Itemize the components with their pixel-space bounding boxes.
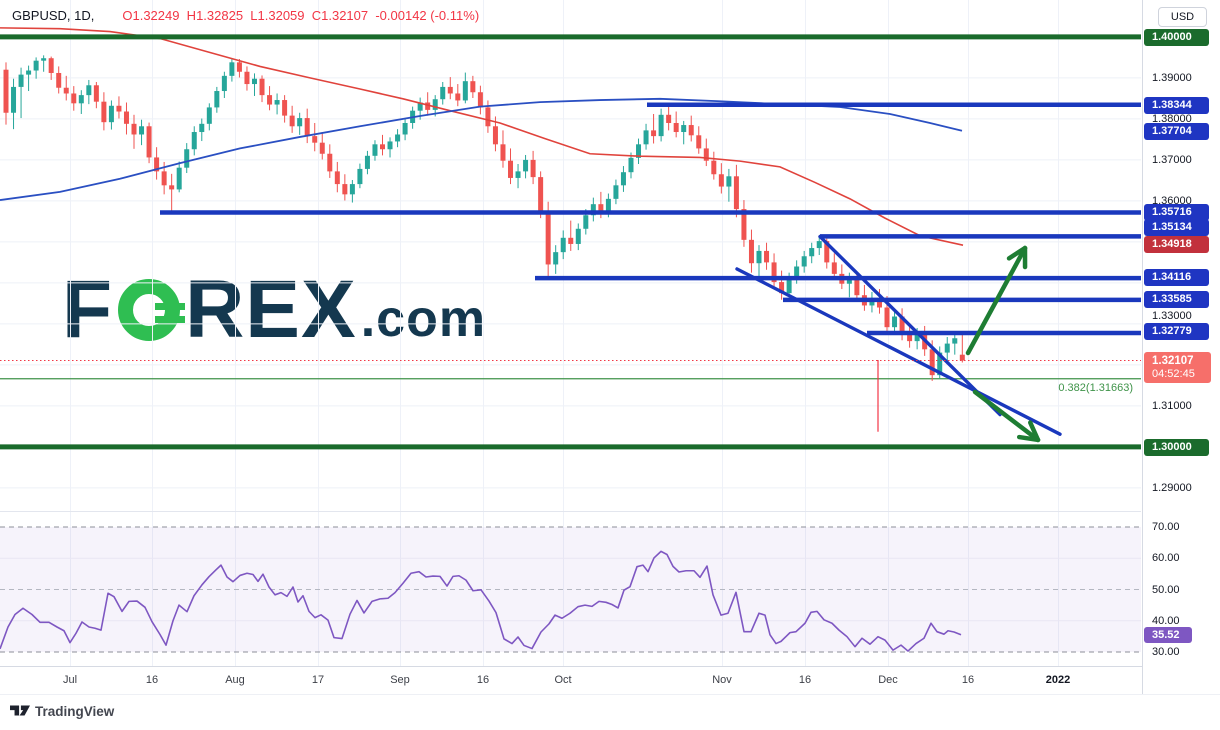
attribution-bar: TradingView [10, 703, 114, 719]
rsi-pane [0, 526, 1141, 653]
time-tick-label: 16 [145, 674, 159, 686]
watermark-letters-rex: REX [185, 264, 357, 355]
last-price-value: 1.32107 [1152, 355, 1194, 367]
ohlc-readout: O1.32249 H1.32825 L1.32059 C1.32107 -0.0… [122, 8, 480, 23]
chart-canvas[interactable] [0, 0, 1142, 666]
falling-wedge-trendlines [735, 234, 1062, 436]
rsi-tick-label: 70.00 [1152, 521, 1180, 533]
fib-level-label: 0.382(1.31663) [1058, 381, 1133, 394]
time-axis[interactable]: Jul 16 Aug 17 Sep 16 Oct Nov 16 Dec 16 2022 [0, 666, 1142, 694]
price-level-badge: 1.35716 [1144, 203, 1209, 221]
price-level-badge: 1.35134 [1144, 219, 1209, 236]
price-level-badge: 1.32779 [1144, 322, 1209, 340]
price-level-badge: 1.34918 [1144, 236, 1209, 253]
rsi-tick-label: 40.00 [1152, 614, 1180, 627]
price-level-badge: 1.33585 [1144, 290, 1209, 308]
time-tick-label: 16 [476, 674, 490, 686]
time-tick-label: Oct [554, 674, 572, 686]
symbol-header: GBPUSD, 1D, O1.32249 H1.32825 L1.32059 C… [12, 8, 479, 23]
rsi-tick-label: 60.00 [1152, 552, 1180, 565]
price-tick-label: 1.33000 [1152, 310, 1192, 322]
footer-divider [0, 694, 1220, 695]
time-tick-label: 16 [798, 674, 812, 686]
time-tick-label: 2022 [1045, 674, 1071, 686]
time-tick-label: 17 [311, 674, 325, 686]
ma-red-line [0, 27, 964, 246]
tradingview-logo-icon[interactable] [10, 703, 30, 719]
time-tick-label: Aug [225, 674, 245, 686]
price-level-badge: 1.34116 [1144, 268, 1209, 286]
currency-usd-button[interactable]: USD [1158, 7, 1207, 27]
price-tick-label: 1.37000 [1152, 153, 1192, 166]
price-axis[interactable]: USD 1.39000 1.38000 1.37000 1.36000 1.33000 1… [1142, 0, 1220, 694]
price-tick-label: 1.39000 [1152, 71, 1192, 84]
price-level-badge: 1.38344 [1144, 96, 1209, 114]
bullish-projection-arrow [965, 245, 1028, 356]
price-tick-label: 1.29000 [1152, 481, 1192, 494]
watermark-dotcom: .com [360, 290, 487, 348]
ma-blue-line [0, 97, 963, 201]
price-level-badge: 1.40000 [1144, 28, 1209, 46]
rsi-tick-label: 50.00 [1152, 583, 1180, 596]
price-tick-label: 1.31000 [1152, 399, 1192, 412]
rsi-value-badge: 35.52 [1144, 626, 1192, 643]
forex-com-watermark: F REX .com [62, 264, 487, 355]
time-tick-label: Jul [62, 674, 78, 686]
price-level-badge: 1.37704 [1144, 122, 1209, 140]
rsi-line [0, 550, 962, 652]
time-tick-label: Dec [878, 674, 898, 686]
tradingview-logo-text[interactable]: TradingView [35, 703, 115, 719]
time-tick-label: Sep [390, 674, 410, 686]
time-tick-label: Nov [712, 674, 732, 686]
price-tick-label: 1.38000 [1152, 112, 1192, 125]
last-price-badge: 1.32107 04:52:45 [1144, 352, 1211, 383]
rsi-tick-label: 30.00 [1152, 646, 1180, 658]
symbol-title[interactable]: GBPUSD, 1D, [12, 8, 95, 23]
time-tick-label: 16 [961, 674, 975, 686]
bearish-projection-arrow [972, 389, 1041, 443]
price-level-badge: 1.30000 [1144, 438, 1209, 456]
bar-countdown: 04:52:45 [1152, 368, 1195, 380]
